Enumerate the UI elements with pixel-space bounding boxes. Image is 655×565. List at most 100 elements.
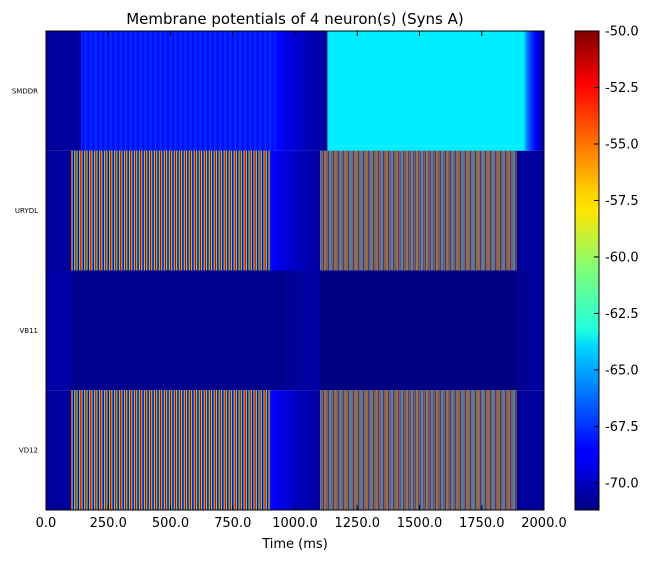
heatmap-cell — [95, 31, 97, 151]
colorbar-tick-label: -65.0 — [605, 363, 639, 378]
heatmap-cell — [212, 31, 214, 151]
heatmap-cell — [111, 31, 113, 151]
x-tick-label: 0.0 — [36, 516, 57, 531]
heatmap-cell — [150, 31, 152, 151]
heatmap-cell — [102, 390, 104, 510]
heatmap-cell — [110, 31, 112, 151]
heatmap-cell — [230, 390, 232, 510]
heatmap-cell — [186, 150, 188, 271]
heatmap-cell — [201, 390, 203, 510]
heatmap-cell — [247, 150, 249, 271]
heatmap-cell — [247, 31, 249, 151]
heatmap-cell — [126, 390, 128, 510]
heatmap-cell — [153, 31, 155, 151]
heatmap-cell — [84, 31, 86, 151]
heatmap-cell — [118, 31, 120, 151]
heatmap-cell — [95, 390, 97, 510]
heatmap-cell — [267, 31, 269, 151]
x-tick-label: 1000.0 — [272, 516, 318, 531]
heatmap-cell — [232, 150, 234, 271]
heatmap-cell — [72, 390, 74, 510]
heatmap-cell — [299, 31, 302, 151]
heatmap-cell — [209, 150, 211, 271]
heatmap-cell — [92, 31, 94, 151]
heatmap-cell — [288, 31, 291, 151]
heatmap-cell — [232, 390, 234, 510]
heatmap-cell — [207, 390, 209, 510]
heatmap-cell — [74, 150, 75, 271]
heatmap-cell — [254, 150, 256, 271]
heatmap-cell — [194, 150, 196, 271]
heatmap-cell — [99, 150, 101, 271]
chart-title: Membrane potentials of 4 neuron(s) (Syns… — [126, 10, 464, 28]
heatmap-cell — [262, 150, 264, 271]
heatmap-cell — [124, 390, 126, 510]
heatmap-cell — [535, 270, 537, 391]
heatmap-cell — [290, 390, 292, 510]
heatmap-cell — [250, 31, 252, 151]
heatmap-cell — [223, 390, 225, 510]
heatmap-cell — [189, 150, 191, 271]
heatmap-cell — [185, 390, 187, 510]
heatmap-cell — [243, 390, 245, 510]
row-label-smddr: SMDDR — [12, 87, 38, 95]
heatmap-cell — [88, 390, 90, 510]
heatmap-cell — [271, 31, 273, 151]
heatmap-cell — [217, 150, 219, 271]
heatmap-cell — [205, 31, 207, 151]
heatmap-cell — [198, 150, 200, 271]
heatmap-cell — [147, 150, 149, 271]
heatmap-cell — [302, 150, 305, 271]
heatmap-cell — [46, 270, 72, 391]
heatmap-cell — [125, 150, 127, 271]
heatmap-cell — [123, 31, 125, 151]
heatmap-cell — [224, 150, 226, 271]
heatmap-cell — [205, 150, 207, 271]
heatmap-cell — [160, 150, 162, 271]
heatmap-cell — [539, 270, 541, 391]
heatmap-cell — [129, 150, 131, 271]
heatmap-cell — [242, 390, 244, 510]
heatmap-cell — [220, 150, 222, 271]
heatmap-cell — [221, 31, 223, 151]
heatmap-cell — [516, 270, 519, 391]
heatmap-cell — [314, 270, 317, 391]
heatmap-cell — [120, 31, 122, 151]
heatmap-cell — [120, 150, 122, 271]
heatmap-cell — [296, 390, 298, 510]
heatmap-cell — [140, 390, 142, 510]
heatmap-cell — [243, 150, 245, 271]
heatmap-cell — [157, 150, 159, 271]
heatmap-cell — [229, 150, 230, 271]
heatmap-cell — [92, 390, 94, 510]
heatmap-cell — [285, 150, 287, 271]
heatmap-cell — [203, 31, 205, 151]
heatmap-cell — [102, 31, 104, 151]
heatmap-cell — [123, 150, 125, 271]
heatmap-cell — [156, 390, 158, 510]
heatmap-cell — [208, 150, 210, 271]
heatmap-cell — [210, 390, 212, 510]
heatmap-cell — [290, 150, 292, 271]
heatmap-cell — [151, 31, 153, 151]
heatmap-cell — [306, 390, 308, 510]
heatmap-cell — [100, 390, 102, 510]
heatmap-cell — [93, 390, 95, 510]
heatmap-cell — [221, 390, 223, 510]
heatmap-cell — [135, 31, 136, 151]
heatmap-cell — [286, 31, 288, 151]
heatmap-cell — [76, 150, 78, 271]
heatmap-cell — [259, 390, 261, 510]
heatmap-cell — [263, 150, 265, 271]
heatmap-cell — [298, 270, 301, 391]
heatmap-cell — [170, 31, 172, 151]
heatmap-cell — [235, 150, 237, 271]
heatmap-cell — [171, 31, 173, 151]
heatmap-cell — [264, 390, 266, 510]
heatmap-cell — [282, 150, 285, 271]
heatmap-cell — [163, 31, 165, 151]
heatmap-cell — [195, 31, 197, 151]
heatmap-cell — [139, 150, 141, 271]
heatmap-cell — [92, 390, 94, 510]
heatmap-cell — [258, 390, 260, 510]
